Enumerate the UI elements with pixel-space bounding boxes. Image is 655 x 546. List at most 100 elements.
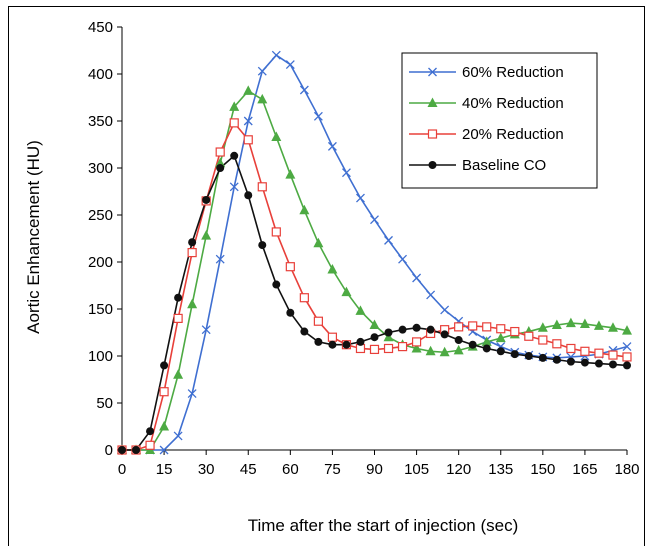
data-point xyxy=(510,350,519,359)
data-point xyxy=(425,345,436,356)
data-point xyxy=(160,361,169,370)
data-point xyxy=(257,93,268,104)
data-point xyxy=(299,204,310,215)
data-point xyxy=(426,325,435,334)
y-tick-label: 300 xyxy=(88,160,113,177)
data-point xyxy=(187,248,197,258)
data-point xyxy=(524,331,534,341)
y-tick-label: 250 xyxy=(88,207,113,224)
data-point xyxy=(454,336,463,345)
data-point xyxy=(328,340,337,349)
data-point xyxy=(174,293,183,302)
data-point xyxy=(258,241,267,250)
data-point xyxy=(593,320,604,330)
data-point xyxy=(622,352,632,362)
data-point xyxy=(187,389,197,399)
data-point xyxy=(257,66,267,76)
data-point xyxy=(370,333,379,342)
data-point xyxy=(608,350,618,360)
data-point xyxy=(538,353,547,362)
data-point xyxy=(537,322,548,332)
data-point xyxy=(369,319,380,329)
x-tick-label: 90 xyxy=(366,461,383,478)
data-point xyxy=(552,339,562,349)
data-point xyxy=(285,262,295,272)
data-point xyxy=(623,361,631,370)
x-tick-label: 15 xyxy=(156,461,173,478)
data-point xyxy=(173,313,183,323)
data-point xyxy=(481,336,492,346)
data-point xyxy=(313,237,324,248)
data-point xyxy=(146,427,155,436)
data-point xyxy=(271,227,281,237)
data-point xyxy=(313,111,323,121)
data-point xyxy=(622,342,632,352)
data-point xyxy=(300,327,309,336)
data-point xyxy=(426,290,436,300)
data-point xyxy=(468,321,478,331)
data-point xyxy=(356,337,365,346)
data-point xyxy=(566,357,575,366)
data-point xyxy=(622,325,632,335)
data-point xyxy=(285,60,295,70)
data-point xyxy=(384,235,393,245)
data-point xyxy=(355,305,366,315)
data-point xyxy=(202,195,211,204)
data-point xyxy=(482,344,491,353)
x-tick-label: 135 xyxy=(488,461,513,478)
data-point xyxy=(356,193,365,203)
data-point xyxy=(159,445,169,455)
data-point xyxy=(257,182,267,192)
data-point xyxy=(314,337,323,346)
data-point xyxy=(187,298,198,309)
data-point xyxy=(496,347,505,356)
data-point xyxy=(216,164,225,172)
y-tick-label: 350 xyxy=(88,113,113,130)
y-axis-title: Aortic Enhancement (HU) xyxy=(24,140,43,334)
data-point xyxy=(243,85,254,95)
data-point xyxy=(552,355,561,364)
data-point xyxy=(132,446,141,454)
data-point xyxy=(439,346,450,357)
data-point xyxy=(327,332,338,342)
x-tick-label: 150 xyxy=(530,461,555,478)
data-point xyxy=(565,317,576,328)
data-point xyxy=(594,359,603,368)
series-markers xyxy=(117,50,632,455)
data-point xyxy=(285,169,296,179)
data-point xyxy=(229,182,239,192)
data-point xyxy=(566,343,576,354)
data-point xyxy=(370,215,379,225)
y-tick-label: 100 xyxy=(88,348,113,365)
data-point xyxy=(440,330,449,339)
data-point xyxy=(551,319,562,329)
data-point xyxy=(327,264,338,274)
data-point xyxy=(215,254,225,264)
data-point xyxy=(229,118,239,128)
data-point xyxy=(510,326,520,337)
x-tick-label: 0 xyxy=(118,461,126,478)
data-point xyxy=(272,280,281,289)
data-point xyxy=(482,322,492,332)
data-point xyxy=(411,337,422,347)
data-point xyxy=(145,440,155,450)
data-point xyxy=(384,328,393,337)
data-point xyxy=(188,238,197,247)
data-point xyxy=(454,322,464,332)
y-tick-label: 450 xyxy=(88,19,113,36)
data-point xyxy=(369,344,380,355)
data-point xyxy=(159,421,170,431)
axes: 0 50 100 150 200 250 300 350 400 450 0 15 30 45 60 75 90… xyxy=(88,19,640,478)
x-tick-label: 165 xyxy=(572,461,597,478)
legend-label: 40% Reduction xyxy=(462,95,564,112)
series-line-3 xyxy=(122,154,628,451)
data-point xyxy=(398,325,407,334)
data-point xyxy=(453,344,464,355)
data-point xyxy=(313,316,323,326)
data-point xyxy=(607,322,618,332)
y-tick-label: 50 xyxy=(96,395,113,412)
data-point xyxy=(118,446,126,454)
data-point xyxy=(608,360,617,369)
data-point xyxy=(524,352,533,360)
legend-label: 60% Reduction xyxy=(462,64,564,81)
